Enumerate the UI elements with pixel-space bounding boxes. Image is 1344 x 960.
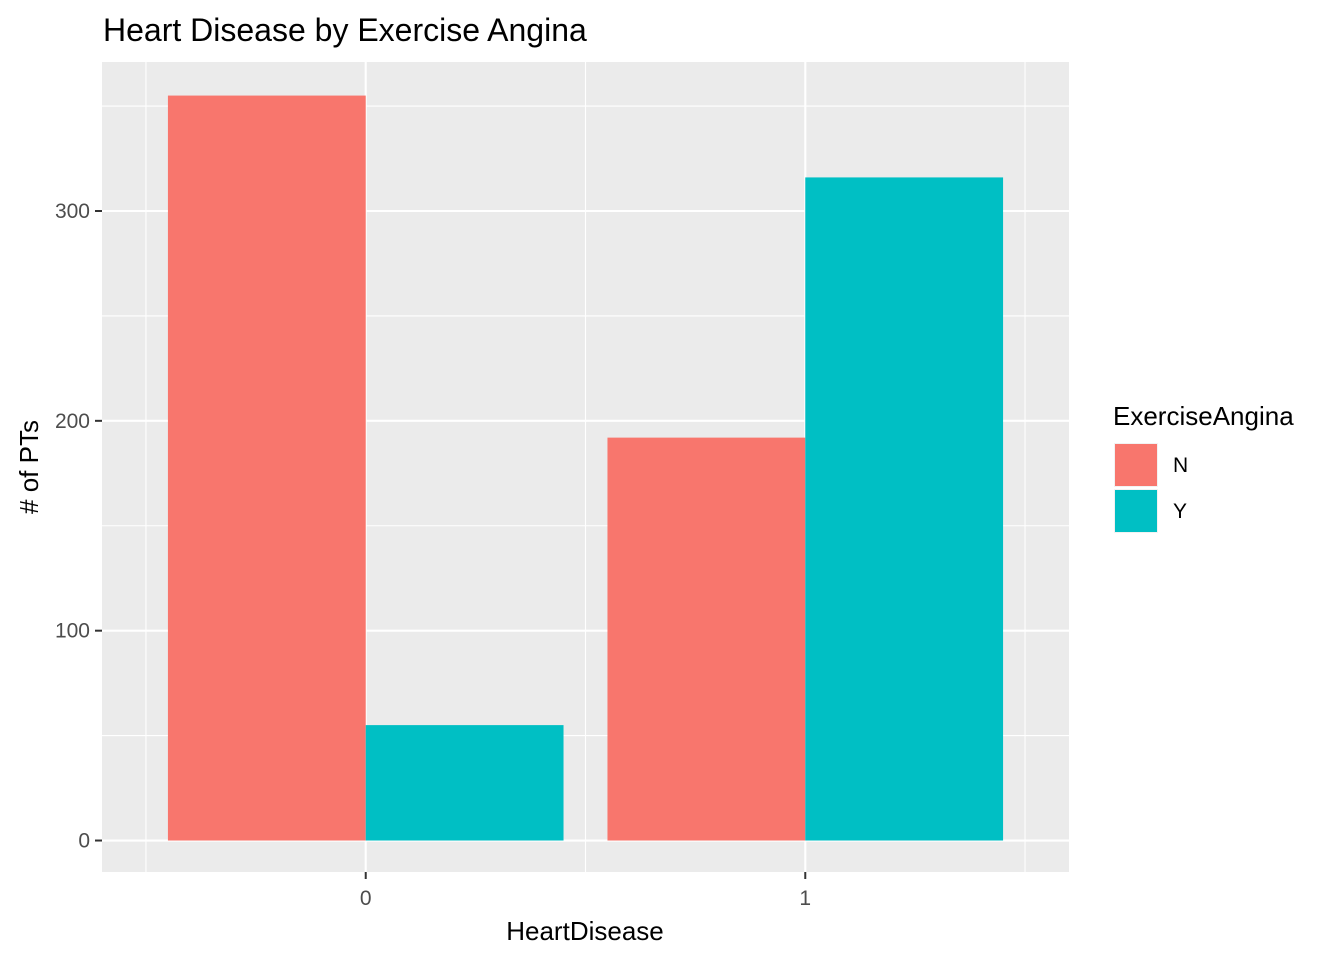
legend-label-n: N xyxy=(1173,454,1188,477)
legend-key-n xyxy=(1115,444,1157,486)
y-tick-label: 100 xyxy=(55,620,90,643)
chart-title: Heart Disease by Exercise Angina xyxy=(103,12,587,48)
legend-title: ExerciseAngina xyxy=(1113,401,1294,431)
x-tick-label: 1 xyxy=(799,887,811,910)
y-tick-label: 0 xyxy=(78,830,90,853)
x-tick-label: 0 xyxy=(360,887,372,910)
bar-y-1 xyxy=(805,177,1004,841)
y-axis: 0 100 200 300 xyxy=(55,200,102,853)
bar-y-0 xyxy=(365,725,564,841)
legend-label-y: Y xyxy=(1173,500,1187,523)
bar-n-1 xyxy=(607,437,806,841)
bars xyxy=(167,95,1004,841)
legend: ExerciseAngina NY xyxy=(1113,401,1294,533)
y-tick-label: 300 xyxy=(55,200,90,223)
y-axis-title: # of PTs xyxy=(14,420,44,514)
y-tick-label: 200 xyxy=(55,410,90,433)
bar-n-0 xyxy=(167,95,366,841)
legend-key-y xyxy=(1115,490,1157,532)
x-axis-title: HeartDisease xyxy=(506,916,664,946)
